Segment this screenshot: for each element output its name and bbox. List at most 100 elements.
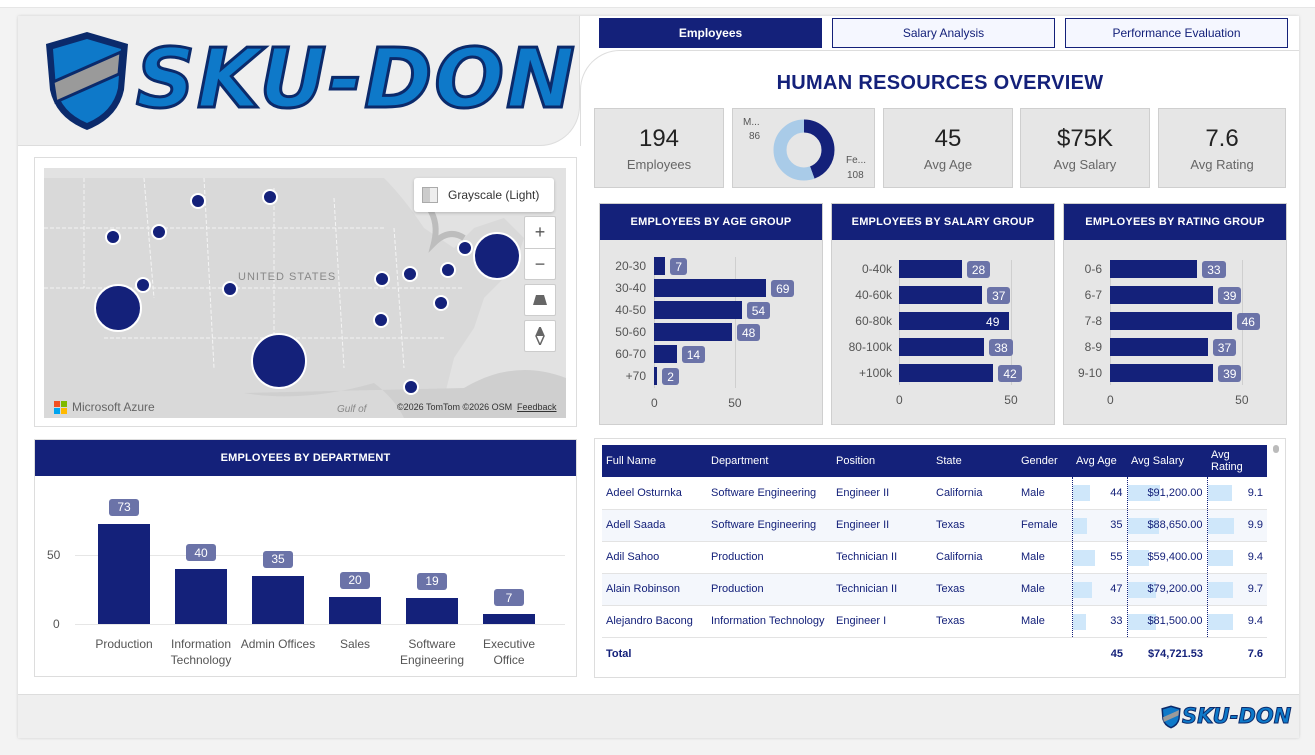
bar[interactable]	[1110, 312, 1232, 330]
department-bar[interactable]	[175, 569, 227, 624]
department-bar[interactable]	[98, 523, 150, 624]
map-bubble[interactable]	[190, 193, 206, 209]
cell-avg-rating: 9.9	[1206, 509, 1267, 542]
kpi-avg-age[interactable]: 45 Avg Age	[883, 108, 1013, 188]
map-bubble[interactable]	[403, 379, 419, 395]
x-tick-label: 50	[1235, 393, 1249, 407]
data-bar	[1127, 485, 1160, 501]
map-style-label: Grayscale (Light)	[448, 188, 540, 202]
map-zoom-in-button[interactable]: +	[524, 216, 556, 248]
department-bar[interactable]	[252, 575, 304, 624]
cell-avg-age: 47	[1071, 573, 1127, 606]
col-state[interactable]: State	[932, 445, 1017, 477]
gridline	[735, 257, 737, 388]
map-compass-button[interactable]	[524, 320, 556, 352]
employee-location-map[interactable]: UNITED STATES Gulf of Grayscale (Light) …	[44, 168, 566, 418]
table-row[interactable]: Adell Saada Software Engineering Engineer …	[602, 509, 1267, 542]
department-bar[interactable]	[483, 614, 535, 624]
kpi-avg-age-label: Avg Age	[923, 157, 973, 172]
bar-category-label: 6-7	[1084, 288, 1102, 302]
map-bubble[interactable]	[135, 277, 151, 293]
map-bubble[interactable]	[222, 281, 238, 297]
data-bar	[1207, 613, 1233, 630]
bar[interactable]	[654, 323, 732, 341]
bar[interactable]	[899, 312, 1010, 330]
col-avg-age[interactable]: Avg Age	[1072, 445, 1127, 477]
table-row[interactable]: Adil Sahoo Production Technician II Califor…	[602, 541, 1267, 574]
department-category-label: Sales	[339, 637, 371, 651]
col-avg-rating[interactable]: Avg Rating	[1207, 445, 1267, 477]
cell-department: Production	[707, 573, 832, 606]
col-avg-salary[interactable]: Avg Salary	[1127, 445, 1207, 477]
map-zoom-out-button[interactable]: −	[524, 248, 556, 280]
department-bar[interactable]	[406, 597, 458, 624]
table-row[interactable]: Alejandro Bacong Information Technology En…	[602, 605, 1267, 638]
bar-value-label: 28	[966, 261, 991, 278]
bar-value-label: 69	[771, 280, 795, 297]
bar[interactable]	[899, 260, 962, 278]
bar[interactable]	[1110, 364, 1214, 382]
chart-salary-group[interactable]: EMPLOYEES BY SALARY GROUP 0-40k 28 40-60k 3…	[831, 203, 1055, 425]
map-style-button[interactable]: Grayscale (Light)	[414, 178, 554, 212]
map-bubble[interactable]	[402, 266, 418, 282]
map-bubble[interactable]	[440, 262, 456, 278]
data-bar	[1072, 613, 1086, 630]
map-bubble[interactable]	[373, 312, 389, 328]
map-bubble[interactable]	[151, 224, 167, 240]
bar[interactable]	[654, 301, 742, 319]
map-bubble[interactable]	[251, 333, 307, 389]
map-bubble[interactable]	[94, 284, 142, 332]
table-scrollbar[interactable]	[1273, 445, 1279, 453]
table-row[interactable]: Adeel Osturnka Software Engineering Engine…	[602, 477, 1267, 510]
bar[interactable]	[654, 279, 767, 297]
map-bubble[interactable]	[433, 295, 449, 311]
tab-salary-analysis[interactable]: Salary Analysis	[832, 18, 1055, 48]
col-gender[interactable]: Gender	[1017, 445, 1072, 477]
employee-table[interactable]: Full Name Department Position State Gend…	[594, 438, 1286, 678]
chart-department-title: EMPLOYEES BY DEPARTMENT	[35, 440, 576, 476]
kpi-avg-age-value: 45	[934, 125, 962, 152]
bar[interactable]	[899, 364, 994, 382]
map-tilt-button[interactable]	[524, 284, 556, 316]
map-bubble[interactable]	[105, 229, 121, 245]
donut-slice-female[interactable]	[773, 119, 835, 181]
map-feedback-link[interactable]: Feedback	[517, 402, 557, 412]
map-bubble[interactable]	[374, 271, 390, 287]
bar[interactable]	[899, 286, 983, 304]
bar[interactable]	[1110, 338, 1208, 356]
cell-state: Texas	[932, 509, 1017, 542]
table-row[interactable]: Alain Robinson Production Technician II Tex…	[602, 573, 1267, 606]
kpi-employees[interactable]: 194 Employees	[594, 108, 724, 188]
col-department[interactable]: Department	[707, 445, 832, 477]
bar[interactable]	[654, 345, 677, 363]
cell-state: California	[932, 541, 1017, 574]
department-category-label: Production	[95, 637, 153, 651]
bar[interactable]	[1110, 260, 1198, 278]
kpi-gender-donut[interactable]: M... 86 Fe... 108	[732, 108, 875, 188]
cell-position: Technician II	[832, 541, 932, 574]
bar-category-label: 50-60	[615, 325, 646, 339]
bar[interactable]	[654, 367, 658, 385]
kpi-avg-salary[interactable]: $75K Avg Salary	[1020, 108, 1150, 188]
data-bar	[1207, 581, 1234, 598]
map-bubble[interactable]	[473, 232, 521, 280]
col-position[interactable]: Position	[832, 445, 932, 477]
data-bar	[1072, 517, 1087, 534]
tab-employees[interactable]: Employees	[599, 18, 822, 48]
bar[interactable]	[654, 257, 666, 275]
cell-full-name: Alejandro Bacong	[602, 605, 707, 638]
col-full-name[interactable]: Full Name	[602, 445, 707, 477]
bar[interactable]	[1110, 286, 1214, 304]
chart-department[interactable]: EMPLOYEES BY DEPARTMENT 0 50 73 Production 4…	[34, 439, 577, 677]
department-bar[interactable]	[329, 596, 381, 624]
bar[interactable]	[899, 338, 985, 356]
kpi-avg-rating[interactable]: 7.6 Avg Rating	[1158, 108, 1286, 188]
map-bubble[interactable]	[262, 189, 278, 205]
chart-age-group[interactable]: EMPLOYEES BY AGE GROUP 20-30 7 30-40 69 40-5…	[599, 203, 823, 425]
bar-value-label: 48	[737, 324, 761, 341]
microsoft-logo-icon	[54, 400, 67, 414]
chart-rating-group[interactable]: EMPLOYEES BY RATING GROUP 0-6 33 6-7 39 7-8 4…	[1063, 203, 1287, 425]
department-bar-value: 19	[417, 572, 447, 590]
map-bubble[interactable]	[457, 240, 473, 256]
tab-performance-evaluation[interactable]: Performance Evaluation	[1065, 18, 1288, 48]
